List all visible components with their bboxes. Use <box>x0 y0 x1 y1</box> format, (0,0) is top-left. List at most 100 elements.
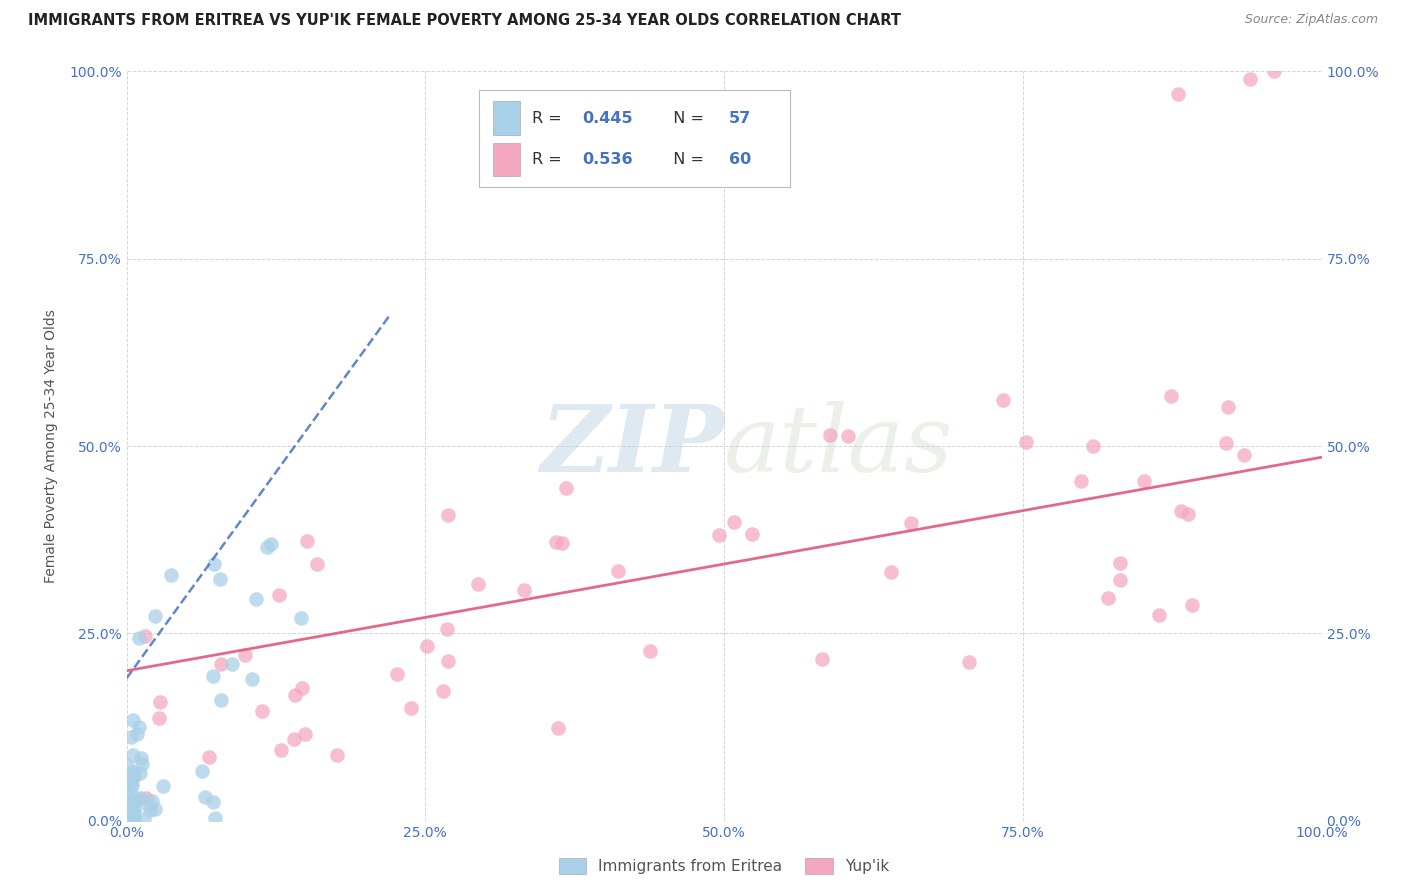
Point <box>122 812 145 826</box>
Point <box>122 803 145 817</box>
Point <box>723 515 745 529</box>
Point <box>555 481 578 495</box>
Point <box>1132 475 1154 489</box>
Point <box>1181 599 1204 613</box>
Point <box>900 516 922 530</box>
Point <box>638 644 661 658</box>
Point <box>1215 435 1237 450</box>
Point <box>957 655 980 669</box>
Point <box>880 565 903 579</box>
Point <box>152 779 174 793</box>
Point <box>436 622 458 636</box>
Point <box>326 747 349 762</box>
Point <box>117 787 139 801</box>
Point <box>297 534 319 549</box>
Text: 0.445: 0.445 <box>582 112 633 126</box>
Point <box>209 657 232 671</box>
Point <box>191 764 214 778</box>
Point <box>208 572 231 586</box>
Point <box>1147 607 1170 622</box>
Point <box>991 393 1014 408</box>
Point <box>245 591 267 606</box>
Point <box>118 768 141 782</box>
Point <box>129 751 152 765</box>
Point <box>385 666 408 681</box>
Point <box>201 795 224 809</box>
Point <box>305 557 328 571</box>
Point <box>121 795 143 809</box>
Point <box>121 765 143 780</box>
Legend: Immigrants from Eritrea, Yup'ik: Immigrants from Eritrea, Yup'ik <box>553 852 896 880</box>
Point <box>267 588 290 602</box>
Point <box>143 802 166 816</box>
Point <box>544 535 567 549</box>
Text: R =: R = <box>531 112 567 126</box>
Point <box>741 526 763 541</box>
Point <box>1097 591 1119 605</box>
Point <box>1263 64 1285 78</box>
Point <box>128 631 150 645</box>
Point <box>134 629 156 643</box>
Point <box>120 730 142 744</box>
Point <box>202 558 225 572</box>
Point <box>837 429 859 443</box>
Point <box>294 726 316 740</box>
Point <box>1167 87 1189 101</box>
FancyBboxPatch shape <box>494 143 520 177</box>
Point <box>143 608 166 623</box>
Point <box>270 743 292 757</box>
Point <box>436 508 458 523</box>
Point <box>149 695 172 709</box>
Point <box>416 639 439 653</box>
Point <box>122 748 145 763</box>
Point <box>810 652 832 666</box>
Point <box>128 720 150 734</box>
Point <box>1081 439 1104 453</box>
Point <box>120 804 142 818</box>
Point <box>118 803 141 817</box>
Point <box>160 568 183 582</box>
Point <box>284 689 307 703</box>
Point <box>437 654 460 668</box>
Point <box>117 776 139 790</box>
Point <box>124 801 146 815</box>
Text: IMMIGRANTS FROM ERITREA VS YUP'IK FEMALE POVERTY AMONG 25-34 YEAR OLDS CORRELATI: IMMIGRANTS FROM ERITREA VS YUP'IK FEMALE… <box>28 13 901 29</box>
Point <box>138 797 160 812</box>
Point <box>1070 475 1092 489</box>
Point <box>550 536 572 550</box>
Point <box>115 809 138 823</box>
Point <box>467 576 489 591</box>
Point <box>117 796 139 810</box>
Point <box>198 750 221 764</box>
FancyBboxPatch shape <box>479 90 790 187</box>
Text: atlas: atlas <box>724 401 953 491</box>
Point <box>118 795 141 809</box>
Point <box>1108 557 1130 571</box>
Point <box>1239 71 1261 86</box>
Point <box>250 705 273 719</box>
Text: 57: 57 <box>728 112 751 126</box>
Point <box>513 583 536 598</box>
Point <box>135 791 157 805</box>
Point <box>1170 504 1192 518</box>
Point <box>1233 448 1256 462</box>
Text: ZIP: ZIP <box>540 401 724 491</box>
Point <box>148 711 170 725</box>
Point <box>120 795 142 809</box>
Point <box>221 657 243 672</box>
Point <box>127 727 149 741</box>
Point <box>194 790 217 805</box>
Point <box>290 611 312 625</box>
Text: N =: N = <box>664 153 709 168</box>
Point <box>128 766 150 780</box>
FancyBboxPatch shape <box>494 102 520 135</box>
Point <box>118 805 141 820</box>
Point <box>127 791 149 805</box>
Point <box>122 808 145 822</box>
Point <box>124 794 146 808</box>
Point <box>432 683 454 698</box>
Point <box>201 669 224 683</box>
Point <box>260 537 283 551</box>
Text: 60: 60 <box>728 153 751 168</box>
Point <box>240 672 263 686</box>
